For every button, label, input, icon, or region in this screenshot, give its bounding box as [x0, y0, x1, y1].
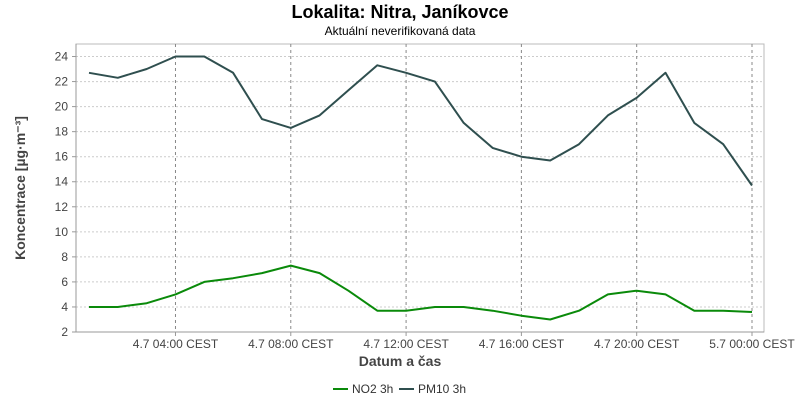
y-tick-label: 2	[61, 325, 68, 339]
series-lines	[88, 55, 753, 321]
chart-subtitle: Aktuální neverifikovaná data	[325, 24, 476, 38]
x-tick-label: 4.7 20:00 CEST	[594, 337, 680, 351]
y-tick-label: 14	[55, 175, 69, 189]
y-tick-label: 18	[55, 125, 69, 139]
x-axis-ticks: 4.7 04:00 CEST 4.7 08:00 CEST 4.7 12:00 CE…	[133, 332, 795, 351]
legend-label-no2: NO2 3h	[352, 382, 393, 396]
y-axis-label: Koncentrace [µg·m⁻³]	[12, 116, 28, 260]
y-tick-label: 12	[55, 200, 69, 214]
plot-area	[75, 43, 765, 333]
x-tick-label: 4.7 12:00 CEST	[363, 337, 449, 351]
y-tick-label: 6	[61, 275, 68, 289]
vertical-gridlines	[174, 44, 753, 332]
y-tick-label: 16	[55, 150, 69, 164]
y-tick-label: 4	[61, 300, 68, 314]
x-tick-label: 4.7 08:00 CEST	[248, 337, 334, 351]
series-line-pm10	[88, 55, 753, 187]
x-axis-label: Datum a čas	[359, 353, 442, 369]
legend-label-pm10: PM10 3h	[418, 382, 466, 396]
chart-title: Lokalita: Nitra, Janíkovce	[291, 2, 508, 22]
x-tick-label: 4.7 16:00 CEST	[479, 337, 565, 351]
y-tick-label: 8	[61, 250, 68, 264]
horizontal-gridlines	[76, 56, 764, 308]
series-line-no2	[89, 264, 753, 321]
x-tick-label: 4.7 04:00 CEST	[133, 337, 219, 351]
y-tick-label: 22	[55, 75, 69, 89]
y-tick-label: 10	[55, 225, 69, 239]
legend: NO2 3h PM10 3h	[333, 382, 466, 396]
y-tick-label: 24	[55, 50, 69, 64]
x-tick-label: 5.7 00:00 CEST	[709, 337, 795, 351]
y-tick-label: 20	[55, 100, 69, 114]
